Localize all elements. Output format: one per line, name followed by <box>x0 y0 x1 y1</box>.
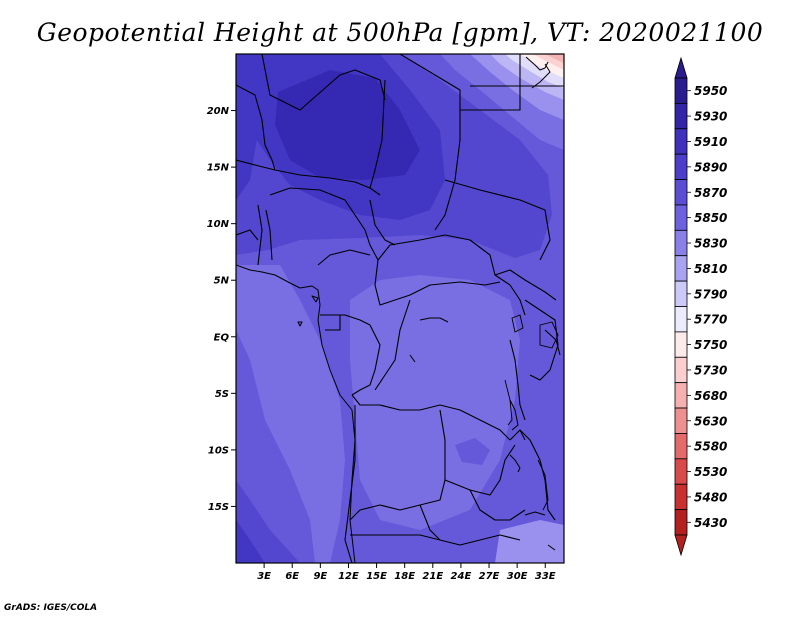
colorbar-labels: 5950 5930 5910 5890 5870 5850 5830 5810 5790 5770… <box>687 84 727 530</box>
fill-5890-sw <box>236 480 300 563</box>
x-tick-label: 30E <box>507 571 528 582</box>
fill-5850-congo <box>350 275 520 530</box>
colorbar-cell <box>674 382 688 409</box>
footer-credit: GrADS: IGES/COLA <box>4 603 98 613</box>
fill-5910-west <box>236 54 262 200</box>
x-tick-label: 18E <box>394 571 415 582</box>
colorbar-cell <box>674 356 688 384</box>
colorbar-label: 5750 <box>694 338 727 352</box>
colorbar-cell <box>674 306 688 333</box>
colorbar-label: 5890 <box>694 160 727 174</box>
y-tick-label: 15S <box>208 502 229 513</box>
x-tick-label: 24E <box>451 571 472 582</box>
colorbar-label: 5950 <box>694 84 727 98</box>
x-tick-label: 27E <box>479 571 500 582</box>
colorbar-cell <box>674 255 688 282</box>
colorbar-label: 5830 <box>694 237 727 251</box>
y-axis: 20N 15N 10N 5N EQ 5S 10S 15S <box>207 106 236 513</box>
colorbar-cell <box>674 483 688 511</box>
colorbar-cell <box>674 509 688 536</box>
colorbar-cell <box>674 102 688 130</box>
fill-5730-ne <box>545 54 564 63</box>
coastlines <box>236 56 556 563</box>
fill-5910-sw <box>236 520 265 563</box>
colorbar-cell <box>674 280 688 307</box>
y-tick-label: 20N <box>207 106 230 117</box>
x-axis: 3E 6E 9E 12E 15E 18E 21E 24E 27E 30E 33E <box>257 563 556 582</box>
plot-frame <box>235 53 565 564</box>
colorbar-label: 5630 <box>694 414 727 428</box>
fill-5870-gulf <box>236 330 315 563</box>
x-tick-label: 12E <box>338 571 359 582</box>
colorbar-cell <box>674 179 688 206</box>
colorbar-cell <box>674 128 688 155</box>
x-tick-label: 15E <box>366 571 387 582</box>
y-tick-label: 15N <box>207 163 230 174</box>
colorbar-label: 5480 <box>694 490 727 504</box>
colorbar-label: 5850 <box>694 211 727 225</box>
colorbar-label: 5430 <box>694 516 727 530</box>
colorbar-cell <box>674 204 688 231</box>
colorbar-label: 5790 <box>694 287 727 301</box>
fill-5870-spot <box>455 438 490 465</box>
colorbar-bottom-arrow <box>674 534 688 557</box>
chart-title: Geopotential Height at 500hPa [gpm], VT:… <box>36 18 764 47</box>
y-tick-label: 10S <box>208 445 229 456</box>
y-tick-label: 5S <box>215 389 229 400</box>
colorbar-cell <box>674 407 688 434</box>
country-borders <box>236 54 564 563</box>
x-tick-label: 6E <box>285 571 299 582</box>
colorbar-cell <box>674 229 688 257</box>
colorbar-cells <box>674 56 688 557</box>
y-tick-label: 5N <box>214 276 230 287</box>
colorbar-label: 5730 <box>694 363 727 377</box>
x-tick-label: 9E <box>313 571 327 582</box>
colorbar-label: 5870 <box>694 186 727 200</box>
colorbar-label: 5930 <box>694 110 727 124</box>
colorbar-cell <box>674 331 688 358</box>
y-tick-label: 10N <box>207 219 230 230</box>
y-tick-label: EQ <box>214 332 230 343</box>
fill-5890-sudan <box>455 150 548 250</box>
lakes <box>504 314 559 511</box>
colorbar-label: 5680 <box>694 389 727 403</box>
x-tick-label: 21E <box>422 571 443 582</box>
colorbar-label: 5910 <box>694 135 727 149</box>
x-tick-label: 33E <box>535 571 556 582</box>
colorbar-cell <box>674 153 688 180</box>
colorbar-cell <box>674 77 688 104</box>
colorbar-cell <box>674 433 688 460</box>
colorbar-label: 5580 <box>694 440 727 454</box>
colorbar-label: 5770 <box>694 313 727 327</box>
colorbar-top-arrow <box>674 56 688 79</box>
colorbar-label: 5810 <box>694 262 727 276</box>
x-tick-label: 3E <box>257 571 271 582</box>
colorbar-label: 5530 <box>694 465 727 479</box>
fill-5830-se <box>495 520 564 563</box>
colorbar-cell <box>674 458 688 485</box>
